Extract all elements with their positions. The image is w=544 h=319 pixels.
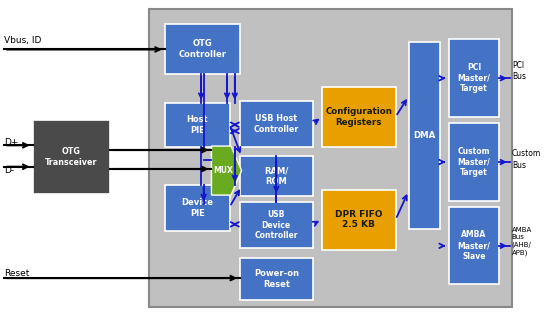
Text: Reset: Reset	[4, 269, 29, 278]
Text: D-: D-	[4, 166, 14, 175]
Text: PCI
Bus: PCI Bus	[512, 61, 526, 81]
Text: PCI
Master/
Target: PCI Master/ Target	[458, 63, 490, 93]
Bar	[165, 103, 230, 147]
Text: Power-on
Reset: Power-on Reset	[254, 269, 299, 289]
Bar	[165, 185, 230, 231]
Bar	[240, 257, 313, 300]
Polygon shape	[212, 146, 242, 195]
Text: Custom
Master/
Target: Custom Master/ Target	[458, 147, 490, 177]
Bar	[33, 120, 110, 194]
Bar	[240, 101, 313, 147]
Text: D+: D+	[4, 137, 18, 147]
Text: Host
PIE: Host PIE	[187, 115, 208, 135]
Text: DPR FIFO
2.5 KB: DPR FIFO 2.5 KB	[335, 210, 382, 229]
Bar	[322, 189, 395, 250]
Text: MUX: MUX	[214, 166, 233, 175]
Text: OTG
Transceiver: OTG Transceiver	[45, 147, 98, 167]
Text: Device
PIE: Device PIE	[181, 198, 213, 218]
Text: Vbus, ID: Vbus, ID	[4, 36, 41, 45]
Text: USB Host
Controller: USB Host Controller	[254, 114, 299, 134]
Text: DMA: DMA	[413, 131, 435, 140]
Bar	[165, 24, 240, 74]
Bar	[240, 202, 313, 248]
Text: RAM/
ROM: RAM/ ROM	[264, 166, 288, 186]
Text: Configuration
Registers: Configuration Registers	[325, 107, 392, 127]
Bar	[409, 42, 440, 229]
Bar	[448, 39, 499, 117]
Bar	[240, 156, 313, 196]
Text: Custom
Bus: Custom Bus	[512, 149, 541, 170]
Text: USB
Device
Controller: USB Device Controller	[255, 210, 298, 240]
Bar	[448, 207, 499, 285]
Bar	[149, 9, 512, 307]
Bar	[322, 87, 395, 147]
Bar	[448, 123, 499, 201]
Text: OTG
Controller: OTG Controller	[178, 39, 226, 59]
Text: AMBA
Bus
(AHB/
APB): AMBA Bus (AHB/ APB)	[512, 227, 532, 256]
Text: AMBA
Master/
Slave: AMBA Master/ Slave	[458, 230, 490, 261]
